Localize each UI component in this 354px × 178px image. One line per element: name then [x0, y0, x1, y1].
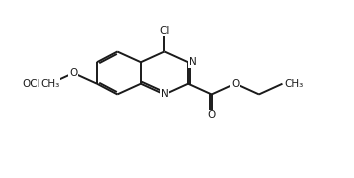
Text: O: O	[231, 79, 239, 89]
Text: N: N	[161, 90, 169, 100]
Text: CH₃: CH₃	[40, 79, 59, 89]
Text: OCH₃: OCH₃	[22, 79, 50, 89]
Text: O: O	[207, 110, 216, 120]
Text: O: O	[69, 68, 78, 78]
Text: O: O	[69, 68, 78, 78]
Text: N: N	[189, 57, 196, 67]
Text: N: N	[189, 57, 196, 67]
Text: Cl: Cl	[159, 26, 170, 36]
Text: O: O	[207, 110, 216, 120]
Text: Cl: Cl	[159, 26, 170, 36]
Text: O: O	[231, 79, 239, 89]
Text: CH₃: CH₃	[284, 79, 303, 89]
Text: N: N	[161, 90, 169, 100]
